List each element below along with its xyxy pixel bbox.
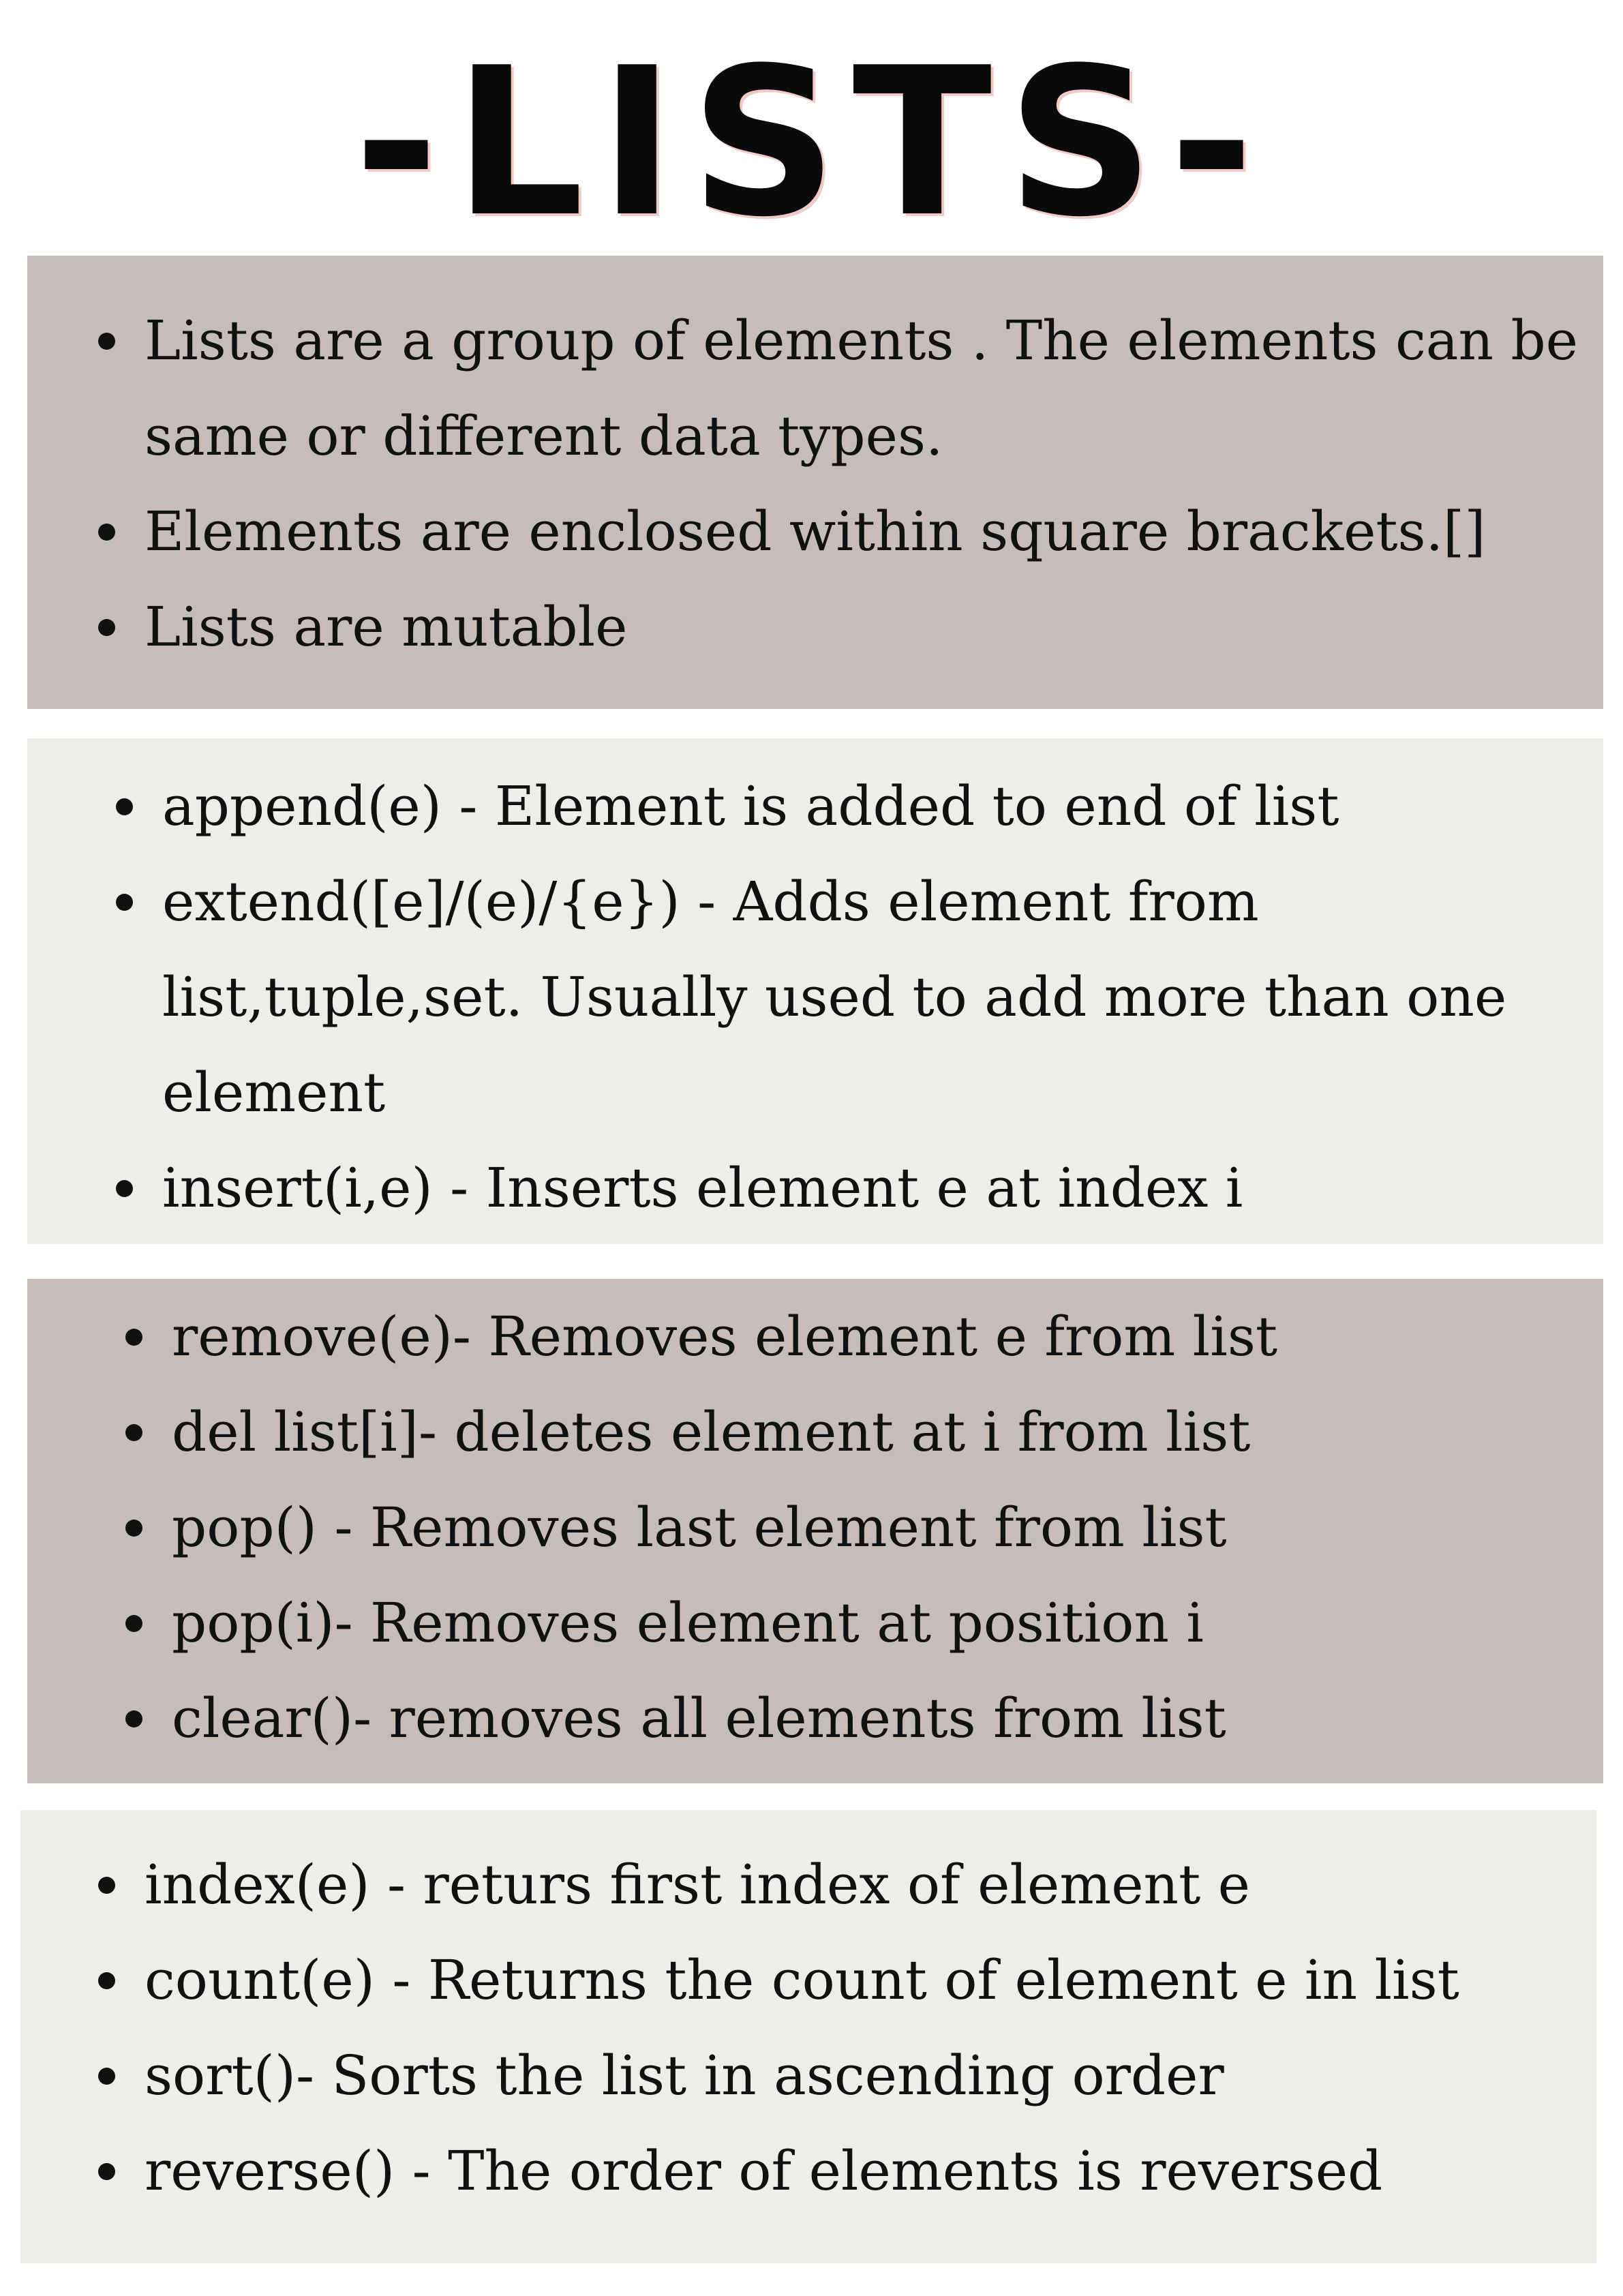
list-item-text: remove(e)- Removes element e from list [172, 1305, 1278, 1368]
list-item-text: extend([e]/(e)/{e}) - Adds element from … [162, 870, 1507, 1124]
list-item-text: Elements are enclosed within square brac… [145, 500, 1486, 563]
bullet-icon [98, 1972, 115, 1989]
other-methods-panel: index(e) - returs first index of element… [20, 1810, 1596, 2263]
add-methods-list: append(e) - Element is added to end of l… [116, 759, 1587, 1236]
list-item: extend([e]/(e)/{e}) - Adds element from … [116, 854, 1587, 1141]
bullet-icon [116, 798, 133, 815]
bullet-icon [125, 1615, 142, 1632]
list-item: clear()- removes all elements from list [125, 1671, 1590, 1766]
bullet-icon [98, 2163, 115, 2180]
list-item-text: Lists are a group of elements . The elem… [145, 309, 1579, 468]
page-title: -LISTS- [354, 24, 1269, 262]
overview-panel: Lists are a group of elements . The elem… [27, 256, 1603, 709]
list-item-text: reverse() - The order of elements is rev… [145, 2139, 1383, 2203]
bullet-icon [125, 1329, 142, 1346]
bullet-icon [125, 1710, 142, 1727]
bullet-icon [98, 2068, 115, 2085]
list-item-text: insert(i,e) - Inserts element e at index… [162, 1156, 1243, 1220]
list-item-text: count(e) - Returns the count of element … [145, 1948, 1459, 2012]
list-item-text: index(e) - returs first index of element… [145, 1853, 1250, 1916]
remove-methods-list: remove(e)- Removes element e from list d… [125, 1289, 1590, 1766]
list-item: sort()- Sorts the list in ascending orde… [98, 2028, 1583, 2124]
other-methods-list: index(e) - returs first index of element… [98, 1837, 1583, 2219]
list-item-text: Lists are mutable [145, 595, 628, 659]
list-item: reverse() - The order of elements is rev… [98, 2124, 1583, 2219]
bullet-icon [98, 524, 115, 541]
list-item: del list[i]- deletes element at i from l… [125, 1385, 1590, 1480]
list-item: pop(i)- Removes element at position i [125, 1575, 1590, 1671]
list-item: Elements are enclosed within square brac… [98, 484, 1590, 579]
list-item-text: del list[i]- deletes element at i from l… [172, 1400, 1251, 1464]
bullet-icon [98, 333, 115, 350]
list-item-text: pop(i)- Removes element at position i [172, 1591, 1204, 1655]
bullet-icon [98, 619, 115, 636]
list-item: index(e) - returs first index of element… [98, 1837, 1583, 1933]
remove-methods-panel: remove(e)- Removes element e from list d… [27, 1279, 1603, 1783]
list-item-text: append(e) - Element is added to end of l… [162, 774, 1339, 838]
list-item: pop() - Removes last element from list [125, 1480, 1590, 1575]
bullet-icon [116, 894, 133, 911]
list-item-text: pop() - Removes last element from list [172, 1496, 1227, 1559]
overview-list: Lists are a group of elements . The elem… [98, 293, 1590, 675]
list-item: Lists are a group of elements . The elem… [98, 293, 1590, 484]
bullet-icon [98, 1877, 115, 1894]
list-item-text: sort()- Sorts the list in ascending orde… [145, 2044, 1224, 2107]
list-item: remove(e)- Removes element e from list [125, 1289, 1590, 1385]
bullet-icon [125, 1520, 142, 1537]
list-item: insert(i,e) - Inserts element e at index… [116, 1141, 1587, 1236]
list-item: Lists are mutable [98, 579, 1590, 675]
bullet-icon [125, 1424, 142, 1441]
list-item: count(e) - Returns the count of element … [98, 1933, 1583, 2028]
list-item: append(e) - Element is added to end of l… [116, 759, 1587, 854]
add-methods-panel: append(e) - Element is added to end of l… [27, 738, 1603, 1244]
list-item-text: clear()- removes all elements from list [172, 1687, 1226, 1750]
bullet-icon [116, 1180, 133, 1197]
